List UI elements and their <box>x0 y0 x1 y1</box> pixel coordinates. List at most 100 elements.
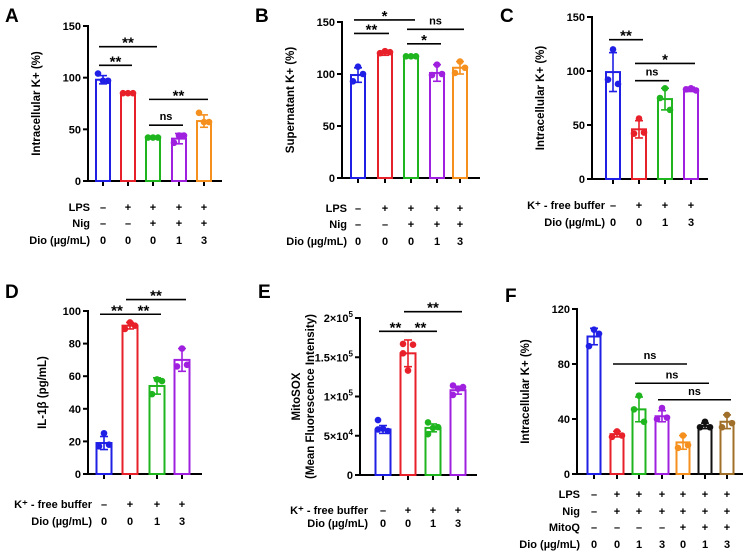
condition-label: Nig <box>329 219 347 231</box>
condition-value: 0 <box>408 236 414 248</box>
condition-value: 3 <box>724 539 730 551</box>
condition-value: + <box>662 200 668 212</box>
condition-value: + <box>457 219 463 231</box>
data-point <box>438 70 446 78</box>
data-point <box>173 363 181 370</box>
y-tick-label: 100 <box>63 73 81 85</box>
data-point <box>100 429 108 437</box>
bar <box>452 66 468 179</box>
y-tick-text: 0 <box>579 174 585 186</box>
data-point <box>119 89 127 97</box>
condition-value: 0 <box>127 516 133 528</box>
condition-value: + <box>680 522 686 534</box>
data-point <box>687 84 695 92</box>
bar <box>173 358 191 475</box>
y-tick-label: 1×105 <box>324 389 354 404</box>
y-tick-label: 50 <box>69 124 81 136</box>
panel-letter: F <box>505 286 517 307</box>
condition-value: + <box>434 219 440 231</box>
significance-label: ** <box>138 302 150 319</box>
data-point <box>376 49 384 57</box>
bar <box>586 335 602 475</box>
condition-value: + <box>154 499 160 511</box>
condition-value: 3 <box>688 217 694 229</box>
data-point <box>666 106 674 114</box>
data-point <box>608 433 616 441</box>
y-tick-text: 0 <box>347 470 353 482</box>
data-point <box>640 129 648 136</box>
bar <box>350 74 366 179</box>
condition-value: 1 <box>702 539 708 551</box>
y-tick-label: 80 <box>69 339 81 351</box>
panel-letter: B <box>255 6 269 27</box>
data-point <box>94 70 102 77</box>
data-point <box>354 63 362 71</box>
data-point <box>635 392 643 399</box>
y-tick-text: 1×10 <box>324 392 349 404</box>
data-point <box>148 390 156 398</box>
y-tick-label: 40 <box>558 414 570 426</box>
y-tick-label: 20 <box>69 436 81 448</box>
data-point <box>154 134 162 141</box>
data-point <box>99 77 107 85</box>
significance-label: ** <box>390 319 402 336</box>
condition-value: + <box>430 505 436 517</box>
y-tick-label: 60 <box>69 371 81 383</box>
data-point <box>454 385 462 392</box>
data-point <box>144 134 152 141</box>
data-point <box>149 134 157 141</box>
bar <box>148 384 166 476</box>
condition-value: + <box>724 522 730 534</box>
condition-value: + <box>201 218 207 230</box>
data-point <box>175 132 183 139</box>
data-point <box>407 53 415 60</box>
condition-value: + <box>688 200 694 212</box>
bar <box>429 71 445 179</box>
data-point <box>404 367 412 374</box>
y-tick-exponent: 5 <box>349 389 354 398</box>
significance-label: ** <box>110 53 122 70</box>
data-point <box>424 430 432 438</box>
data-point <box>451 69 459 77</box>
condition-value: + <box>408 203 414 215</box>
condition-value: + <box>702 489 708 501</box>
data-point <box>428 71 436 79</box>
condition-value: + <box>382 203 388 215</box>
condition-value: 3 <box>179 516 185 528</box>
significance-label: ** <box>366 21 378 38</box>
condition-value: + <box>614 506 620 518</box>
condition-value: – <box>610 200 616 212</box>
data-point <box>129 89 137 97</box>
condition-value: 0 <box>614 539 620 551</box>
y-tick-label: 0 <box>347 470 353 482</box>
condition-value: 0 <box>382 236 388 248</box>
data-point <box>461 64 469 72</box>
data-point <box>718 423 726 431</box>
y-tick-text: 2×10 <box>324 313 349 325</box>
y-tick-label: 150 <box>63 21 81 33</box>
y-tick-label: 150 <box>317 17 335 29</box>
y-tick-label: 2×105 <box>324 310 354 325</box>
y-tick-text: 0 <box>564 469 570 481</box>
condition-value: – <box>355 203 361 215</box>
condition-label: Nig <box>562 506 580 518</box>
condition-value: + <box>636 506 642 518</box>
y-tick-label: 0 <box>579 174 585 186</box>
condition-value: 0 <box>680 539 686 551</box>
bar <box>683 88 699 180</box>
y-tick-text: 60 <box>69 371 81 383</box>
data-point <box>121 325 129 333</box>
data-point <box>653 415 661 423</box>
condition-value: 0 <box>591 539 597 551</box>
data-point <box>609 46 617 53</box>
data-point <box>682 86 690 93</box>
condition-value: + <box>455 505 461 517</box>
y-tick-text: 0 <box>75 176 81 188</box>
panel-letter: A <box>5 6 19 27</box>
condition-value: 0 <box>125 235 131 247</box>
data-point <box>374 426 382 433</box>
